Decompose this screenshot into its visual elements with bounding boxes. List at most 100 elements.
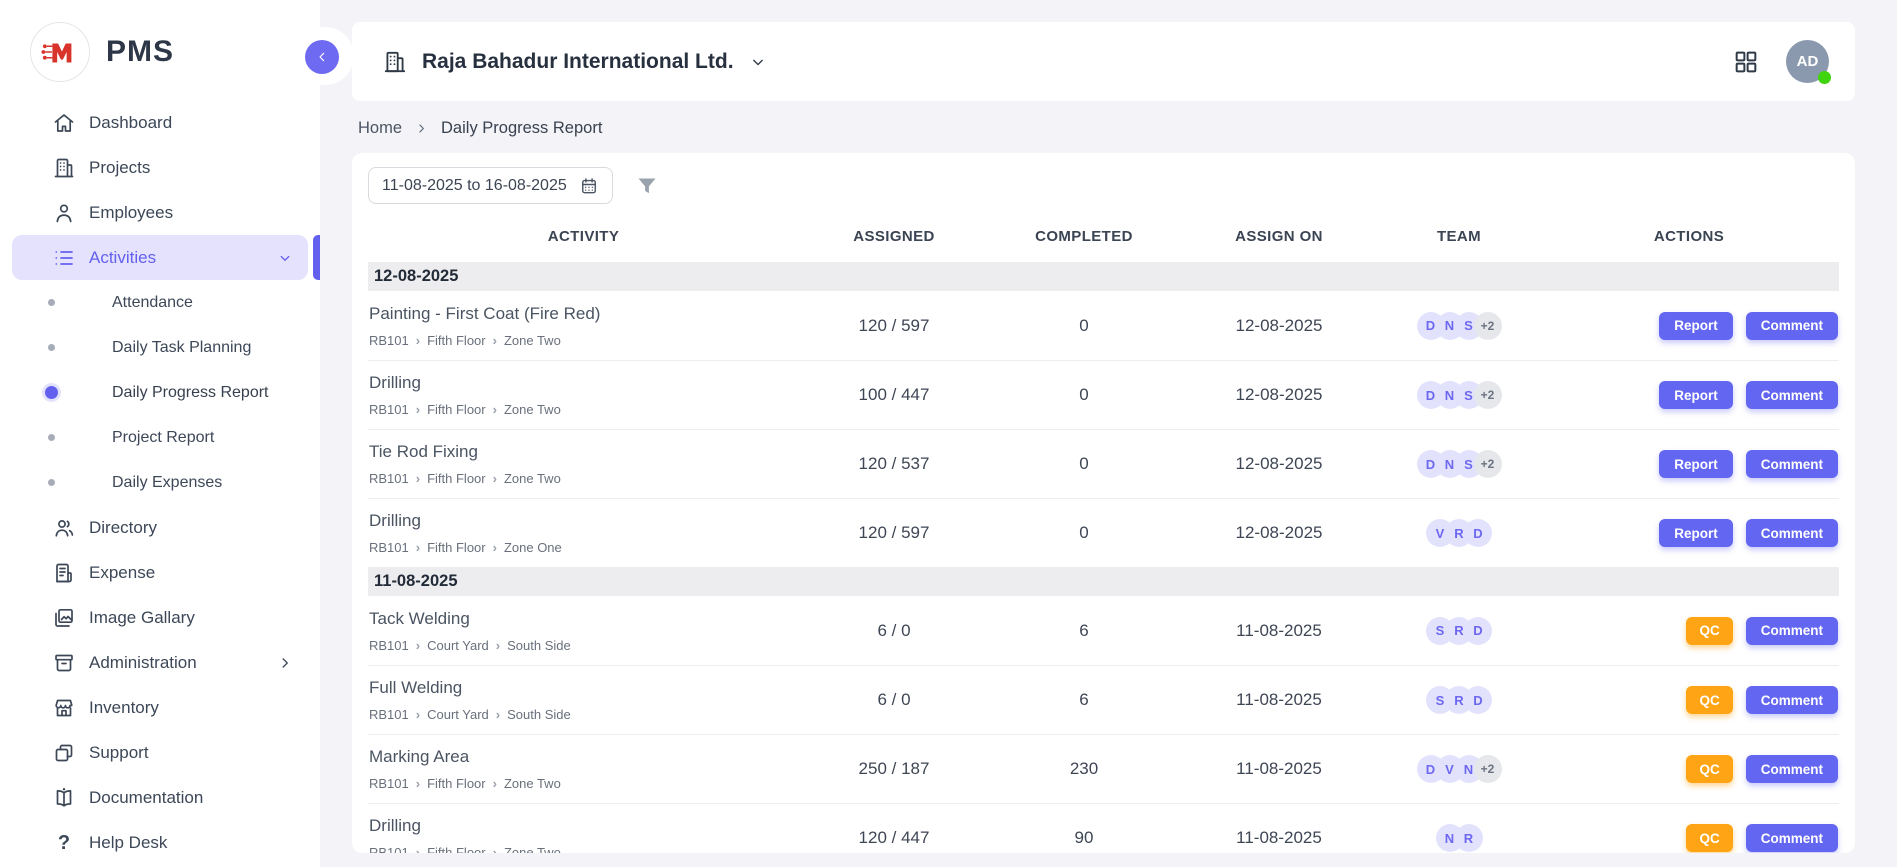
comment-button[interactable]: Comment xyxy=(1746,686,1838,714)
sidebar-subitem-attendance[interactable]: Attendance xyxy=(0,280,320,325)
assign-on-value: 12-08-2025 xyxy=(1179,454,1379,474)
sidebar-subitem-label: Attendance xyxy=(112,294,193,312)
actions-cell: QC Comment xyxy=(1539,755,1839,783)
activity-path: RB101›Court Yard›South Side xyxy=(369,638,789,653)
sidebar-item-help-desk[interactable]: ?Help Desk xyxy=(12,820,308,865)
sidebar-item-administration[interactable]: Administration xyxy=(12,640,308,685)
bullet-dot-icon xyxy=(48,344,55,351)
qc-button[interactable]: QC xyxy=(1686,617,1732,645)
receipt-icon xyxy=(52,561,76,585)
filter-row: 11-08-2025 to 16-08-2025 xyxy=(368,167,1839,204)
path-segment: RB101 xyxy=(369,638,409,653)
comment-button[interactable]: Comment xyxy=(1746,312,1838,340)
sidebar-item-activities[interactable]: Activities xyxy=(12,235,308,280)
sidebar-subitem-daily-expenses[interactable]: Daily Expenses xyxy=(0,460,320,505)
chevron-right-icon: › xyxy=(493,471,497,486)
sidebar-item-inventory[interactable]: Inventory xyxy=(12,685,308,730)
assign-on-value: 11-08-2025 xyxy=(1179,759,1379,779)
assign-on-value: 12-08-2025 xyxy=(1179,316,1379,336)
sidebar-item-label: Documentation xyxy=(89,788,203,808)
chevron-right-icon: › xyxy=(493,845,497,853)
home-icon xyxy=(52,111,76,135)
report-button[interactable]: Report xyxy=(1659,312,1733,340)
path-segment: Zone Two xyxy=(504,333,561,348)
activity-title: Full Welding xyxy=(369,678,789,698)
calendar-icon xyxy=(579,176,599,196)
assigned-value: 120 / 447 xyxy=(799,828,989,848)
sidebar-item-support[interactable]: Support xyxy=(12,730,308,775)
date-range-input[interactable]: 11-08-2025 to 16-08-2025 xyxy=(368,167,613,204)
sidebar-subitem-daily-progress-report[interactable]: Daily Progress Report xyxy=(0,370,320,415)
completed-value: 90 xyxy=(989,828,1179,848)
path-segment: RB101 xyxy=(369,540,409,555)
company-name: Raja Bahadur International Ltd. xyxy=(422,50,734,74)
team-avatars: VRD xyxy=(1379,519,1539,547)
sidebar-subitem-project-report[interactable]: Project Report xyxy=(0,415,320,460)
comment-button[interactable]: Comment xyxy=(1746,617,1838,645)
table-body: 12-08-2025Painting - First Coat (Fire Re… xyxy=(368,262,1839,853)
report-button[interactable]: Report xyxy=(1659,450,1733,478)
activity-path: RB101›Fifth Floor›Zone Two xyxy=(369,402,789,417)
comment-button[interactable]: Comment xyxy=(1746,450,1838,478)
sidebar-subitem-daily-task-planning[interactable]: Daily Task Planning xyxy=(0,325,320,370)
activity-cell: Marking AreaRB101›Fifth Floor›Zone Two xyxy=(368,737,799,801)
apps-grid-icon[interactable] xyxy=(1732,48,1760,76)
team-avatar-extra: +2 xyxy=(1474,312,1502,340)
comment-button[interactable]: Comment xyxy=(1746,519,1838,547)
sidebar: PMS DashboardProjectsEmployeesActivities… xyxy=(0,0,320,867)
comment-button[interactable]: Comment xyxy=(1746,755,1838,783)
comment-button[interactable]: Comment xyxy=(1746,824,1838,852)
path-segment: Fifth Floor xyxy=(427,333,486,348)
sidebar-subitem-label: Project Report xyxy=(112,429,214,447)
sidebar-item-dashboard[interactable]: Dashboard xyxy=(12,100,308,145)
date-group-header: 11-08-2025 xyxy=(368,567,1839,596)
assign-on-value: 11-08-2025 xyxy=(1179,828,1379,848)
sidebar-item-documentation[interactable]: Documentation xyxy=(12,775,308,820)
qc-button[interactable]: QC xyxy=(1686,824,1732,852)
chevron-right-icon xyxy=(276,654,294,672)
sidebar-item-image-gallary[interactable]: Image Gallary xyxy=(12,595,308,640)
assign-on-value: 11-08-2025 xyxy=(1179,621,1379,641)
path-segment: Court Yard xyxy=(427,707,489,722)
qc-button[interactable]: QC xyxy=(1686,755,1732,783)
copy-icon xyxy=(52,741,76,765)
sidebar-item-label: Employees xyxy=(89,203,173,223)
sidebar-item-projects[interactable]: Projects xyxy=(12,145,308,190)
avatar-initials: AD xyxy=(1797,53,1819,70)
topbar-right: AD xyxy=(1732,40,1829,83)
company-selector[interactable]: Raja Bahadur International Ltd. xyxy=(382,49,768,75)
column-header-completed: COMPLETED xyxy=(989,228,1179,245)
date-range-value: 11-08-2025 to 16-08-2025 xyxy=(382,177,567,195)
activity-cell: DrillingRB101›Fifth Floor›Zone One xyxy=(368,501,799,565)
assigned-value: 6 / 0 xyxy=(799,621,989,641)
sidebar-collapse-button[interactable] xyxy=(305,40,339,74)
chevron-right-icon: › xyxy=(493,540,497,555)
building-icon xyxy=(52,156,76,180)
sidebar-subitem-label: Daily Task Planning xyxy=(112,339,251,357)
chevron-right-icon: › xyxy=(496,707,500,722)
actions-cell: QC Comment xyxy=(1539,824,1839,852)
sidebar-item-employees[interactable]: Employees xyxy=(12,190,308,235)
pms-logo-icon xyxy=(30,22,90,82)
sidebar-item-expense[interactable]: Expense xyxy=(12,550,308,595)
user-avatar[interactable]: AD xyxy=(1786,40,1829,83)
people-icon xyxy=(52,516,76,540)
activity-path: RB101›Fifth Floor›Zone Two xyxy=(369,845,789,853)
path-segment: Fifth Floor xyxy=(427,776,486,791)
activity-path: RB101›Fifth Floor›Zone Two xyxy=(369,776,789,791)
report-button[interactable]: Report xyxy=(1659,519,1733,547)
assigned-value: 100 / 447 xyxy=(799,385,989,405)
breadcrumb-home[interactable]: Home xyxy=(358,119,402,138)
filter-funnel-icon[interactable] xyxy=(635,174,659,198)
team-avatar-extra: +2 xyxy=(1474,755,1502,783)
actions-cell: Report Comment xyxy=(1539,381,1839,409)
sidebar-item-directory[interactable]: Directory xyxy=(12,505,308,550)
qc-button[interactable]: QC xyxy=(1686,686,1732,714)
team-avatars: SRD xyxy=(1379,617,1539,645)
team-avatar-extra: +2 xyxy=(1474,450,1502,478)
report-button[interactable]: Report xyxy=(1659,381,1733,409)
sidebar-nav: DashboardProjects Employees Activities Atte… xyxy=(0,100,320,865)
sidebar-subitem-label: Daily Progress Report xyxy=(112,384,269,402)
comment-button[interactable]: Comment xyxy=(1746,381,1838,409)
sidebar-item-label: Activities xyxy=(89,248,156,268)
